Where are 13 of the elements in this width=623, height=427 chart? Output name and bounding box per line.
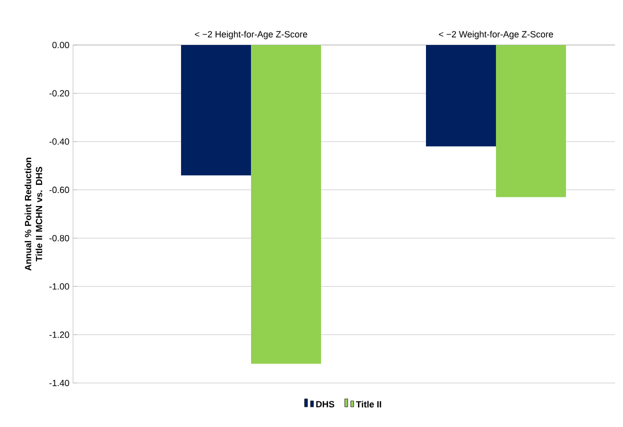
- y-tick-label: -0.80: [49, 234, 70, 242]
- y-tick-label: -0.40: [49, 138, 70, 145]
- y-tick-label: -1.00: [49, 283, 70, 290]
- x-tick-label: < −2 Weight-for-Age Z-Score: [438, 30, 554, 40]
- y-axis-title: Annual % Point Reduction Title II MCHN vs. DHS: [24, 158, 42, 271]
- x-tick-label: < −2 Height-for-Age Z-Score: [194, 30, 308, 40]
- legend-label: DHS: [316, 401, 334, 408]
- y-tick-label: 0.00: [52, 42, 70, 48]
- y-tick-label: -1.20: [49, 332, 70, 338]
- legend-label: Title II: [356, 400, 382, 408]
- y-tick-label: -0.20: [49, 90, 70, 96]
- y-tick-label: -1.40: [49, 380, 70, 386]
- y-tick-label: -0.60: [49, 186, 70, 194]
